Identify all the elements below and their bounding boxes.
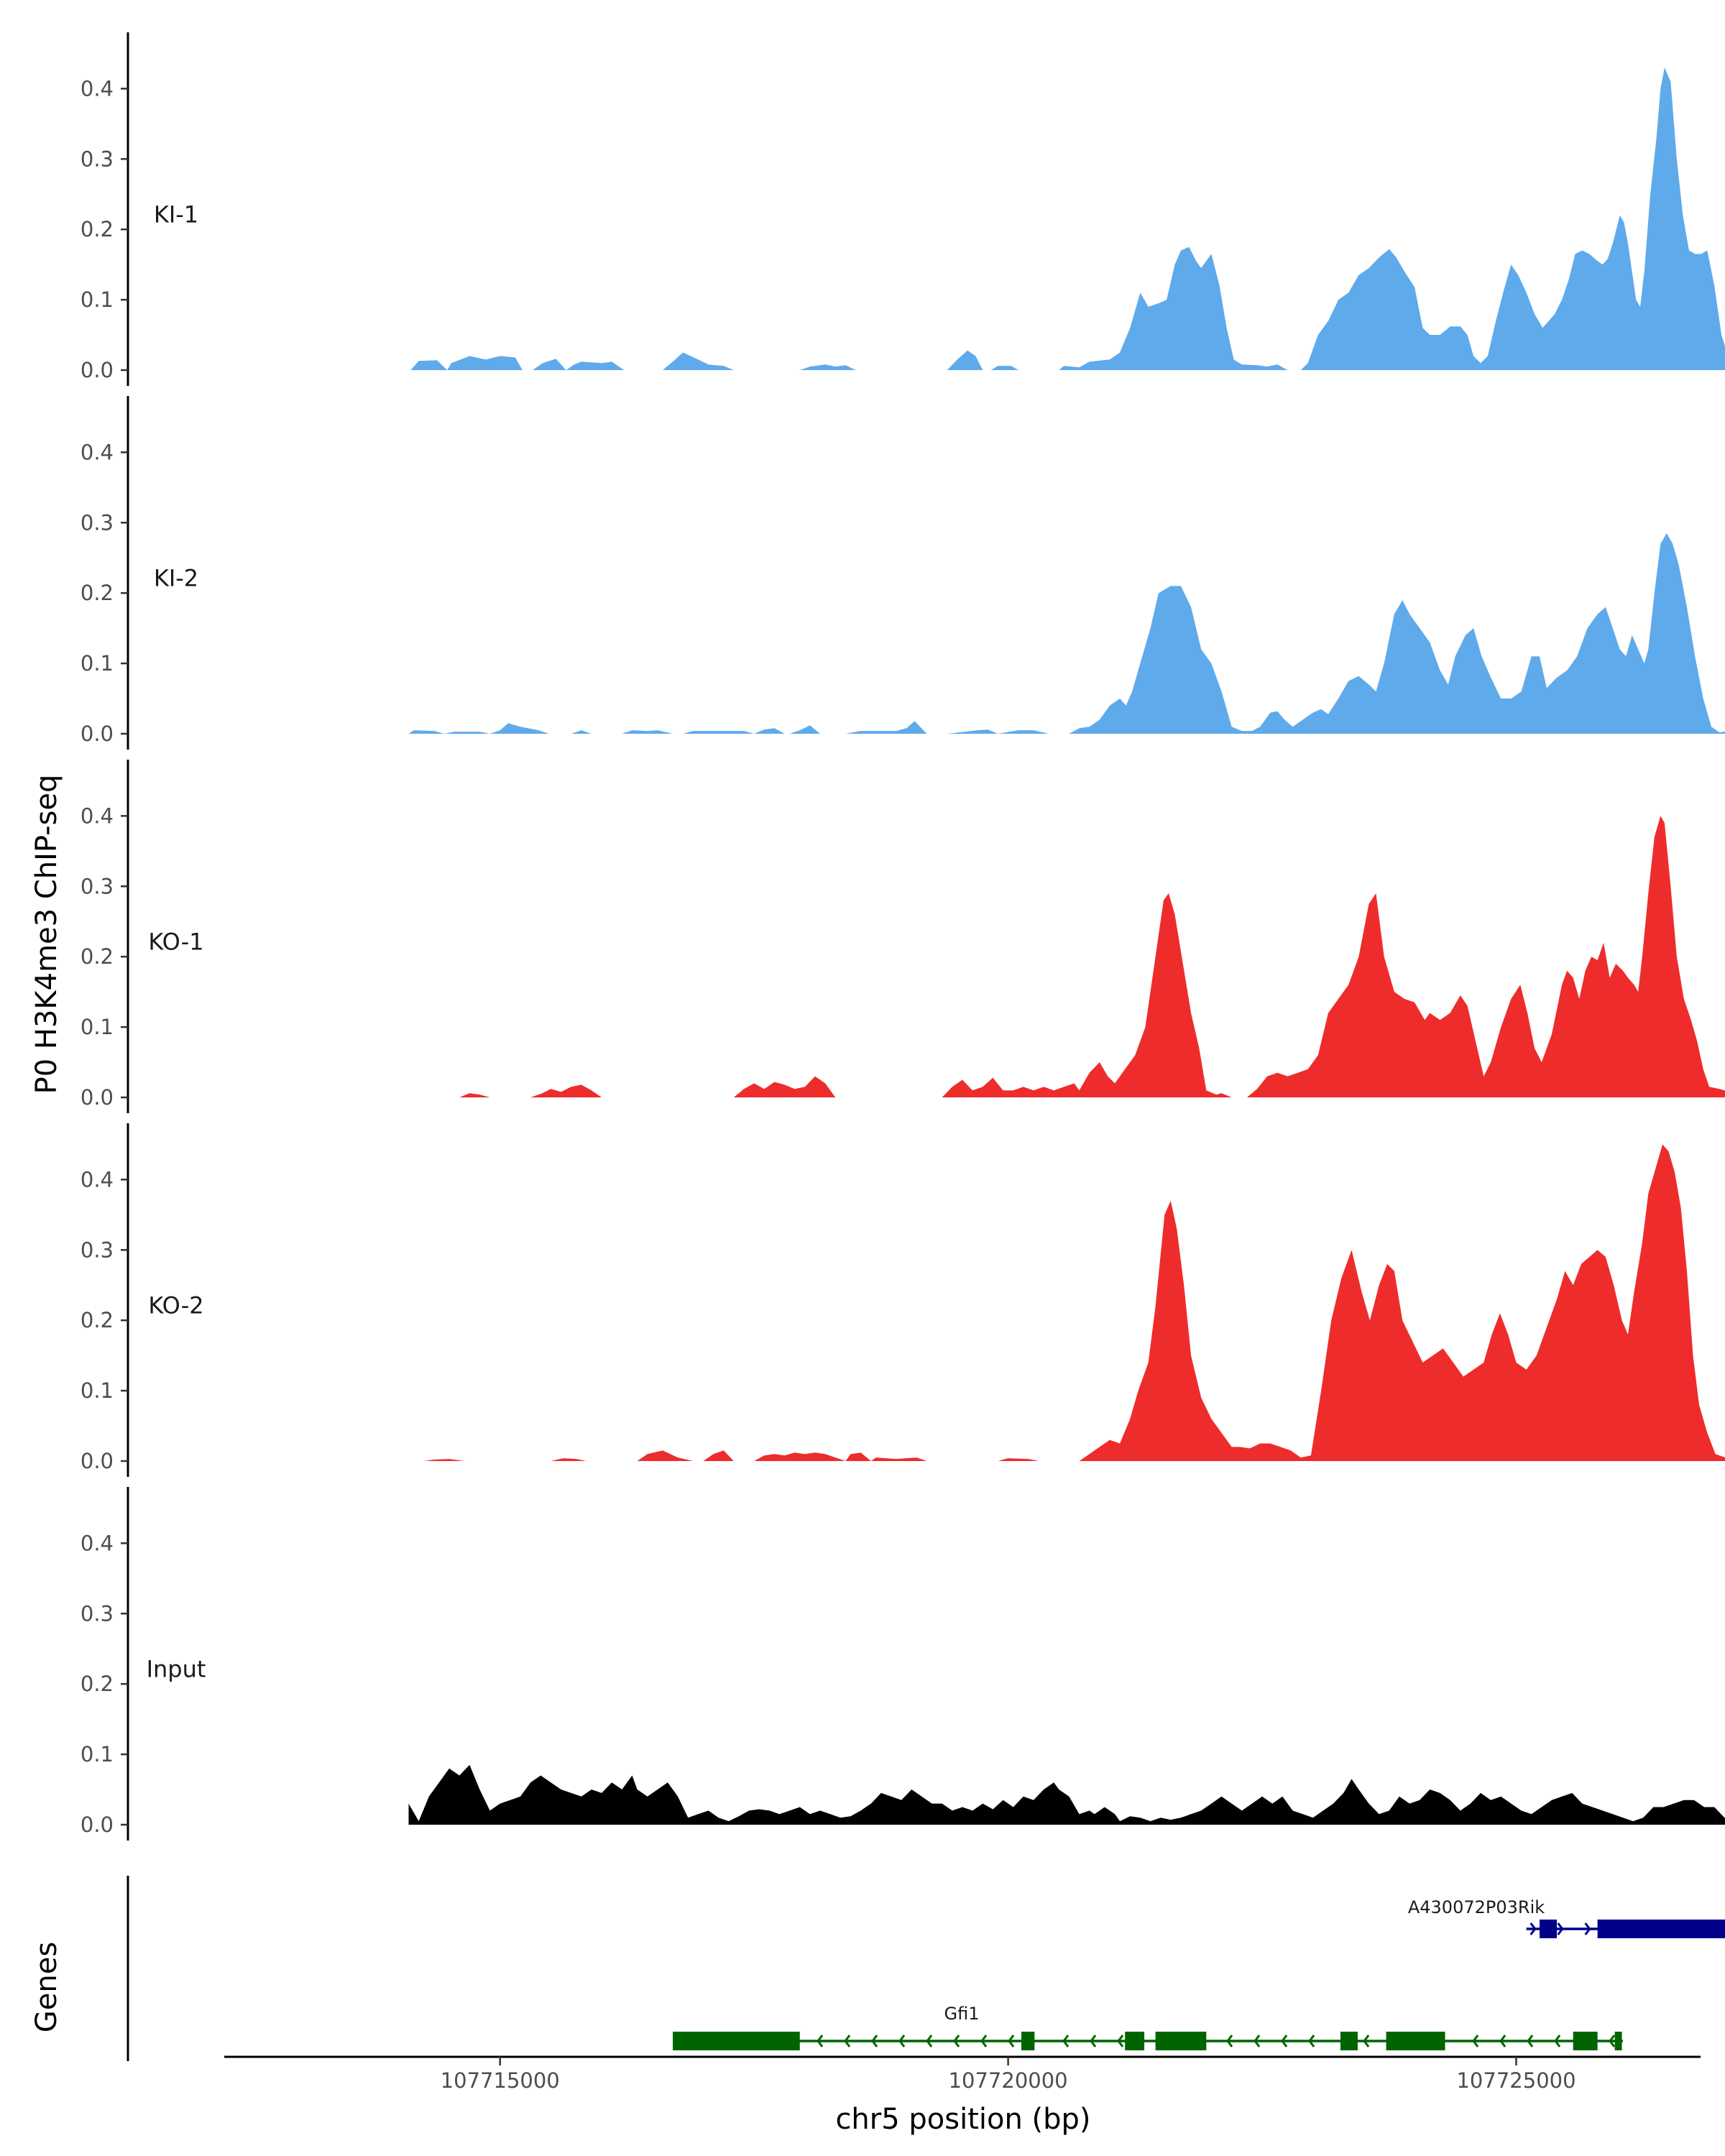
- gene-name-label: A430072P03Rik: [1408, 1897, 1545, 1917]
- strand-arrow: [1530, 1922, 1537, 1935]
- strand-arrow: [980, 2035, 988, 2047]
- y-axis-title: P0 H3K4me3 ChIP-seq: [30, 775, 63, 1095]
- gene-track-title: Genes: [30, 1942, 63, 2032]
- strand-arrow: [1254, 2035, 1261, 2047]
- track-panel-ko-2: 0.0 0.1 0.2 0.3 0.4 KO-2: [80, 1123, 1725, 1477]
- x-axis: 107715000 107720000 107725000: [224, 2055, 1701, 2093]
- track-panel-ki-1: 0.0 0.1 0.2 0.3 0.4 KI-1: [80, 32, 1725, 386]
- y-tick-label: 0.1: [80, 1015, 114, 1039]
- strand-arrow: [898, 2035, 906, 2047]
- y-tick-label: 0.2: [80, 944, 114, 969]
- coverage-area: [408, 533, 1725, 734]
- y-tick-label: 0.1: [80, 651, 114, 676]
- gene-name-label: Gfi1: [944, 2004, 980, 2024]
- strand-arrow: [1308, 2035, 1315, 2047]
- strand-arrow: [1554, 2035, 1561, 2047]
- exon: [1340, 2032, 1358, 2050]
- strand-arrow: [1117, 2035, 1124, 2047]
- exon: [1125, 2032, 1145, 2050]
- y-tick-label: 0.4: [80, 1167, 114, 1192]
- y-tick-label: 0.3: [80, 1601, 114, 1626]
- strand-arrow: [816, 2035, 824, 2047]
- exon: [1021, 2032, 1035, 2050]
- exon: [1573, 2032, 1598, 2050]
- strand-arrow: [1226, 2035, 1233, 2047]
- gene-track: A430072P03Rik Gfi1: [126, 1876, 1725, 2061]
- y-tick-label: 0.4: [80, 1531, 114, 1555]
- y-tick-label: 0.0: [80, 1449, 114, 1473]
- coverage-area: [423, 1144, 1725, 1461]
- track-label: KO-1: [148, 929, 203, 956]
- strand-arrow: [1609, 2035, 1616, 2047]
- track-label: KI-2: [154, 565, 198, 592]
- y-tick-label: 0.2: [80, 1672, 114, 1696]
- track-label: KO-2: [148, 1292, 203, 1319]
- strand-arrow: [1281, 2035, 1288, 2047]
- exon: [1597, 1920, 1725, 1938]
- coverage-area: [410, 68, 1725, 370]
- exon: [1155, 2032, 1207, 2050]
- strand-arrow: [953, 2035, 960, 2047]
- strand-arrow: [1472, 2035, 1479, 2047]
- exon: [1614, 2032, 1622, 2050]
- y-tick-label: 0.2: [80, 581, 114, 605]
- y-tick-label: 0.0: [80, 358, 114, 382]
- strand-arrow: [1363, 2035, 1370, 2047]
- strand-arrow: [1527, 2035, 1534, 2047]
- y-tick-label: 0.0: [80, 1085, 114, 1110]
- x-tick-label: 107725000: [1456, 2068, 1576, 2093]
- x-tick-label: 107715000: [441, 2068, 560, 2093]
- y-tick-label: 0.1: [80, 1742, 114, 1766]
- y-tick-label: 0.4: [80, 803, 114, 828]
- track-label: Input: [147, 1656, 206, 1683]
- track-panel-ki-2: 0.0 0.1 0.2 0.3 0.4 KI-2: [80, 396, 1725, 750]
- gene-a430072p03rik: A430072P03Rik: [1408, 1897, 1725, 1938]
- strand-arrow: [1090, 2035, 1097, 2047]
- y-tick-label: 0.4: [80, 440, 114, 464]
- strand-arrow: [1557, 1922, 1564, 1935]
- y-tick-label: 0.3: [80, 510, 114, 535]
- gene-gfi1: Gfi1: [673, 2004, 1623, 2050]
- y-tick-label: 0.3: [80, 147, 114, 171]
- track-label: KI-1: [154, 201, 198, 229]
- strand-arrow: [1062, 2035, 1070, 2047]
- strand-arrow: [871, 2035, 878, 2047]
- y-tick-label: 0.1: [80, 287, 114, 312]
- strand-arrow: [1008, 2035, 1015, 2047]
- y-tick-label: 0.2: [80, 1308, 114, 1332]
- y-tick-label: 0.2: [80, 217, 114, 241]
- strand-arrow: [1584, 1922, 1591, 1935]
- strand-arrow: [844, 2035, 851, 2047]
- exon: [1386, 2032, 1445, 2050]
- coverage-area: [459, 816, 1725, 1097]
- x-tick-label: 107720000: [949, 2068, 1068, 2093]
- coverage-tracks: 0.00.10.20.30.4KI-10.00.10.20.30.4KI-20.…: [80, 32, 1725, 1841]
- y-tick-label: 0.1: [80, 1378, 114, 1403]
- y-tick-label: 0.0: [80, 1812, 114, 1837]
- strand-arrow: [1499, 2035, 1506, 2047]
- y-tick-label: 0.0: [80, 722, 114, 746]
- y-tick-label: 0.3: [80, 1238, 114, 1262]
- exon: [673, 2032, 800, 2050]
- coverage-area: [408, 1764, 1725, 1825]
- exon: [1540, 1920, 1558, 1938]
- y-tick-label: 0.3: [80, 874, 114, 898]
- track-panel-ko-1: 0.0 0.1 0.2 0.3 0.4 KO-1: [80, 760, 1725, 1113]
- strand-arrow: [926, 2035, 933, 2047]
- y-tick-label: 0.4: [80, 76, 114, 101]
- track-panel-input: 0.0 0.1 0.2 0.3 0.4 Input: [80, 1487, 1725, 1841]
- x-axis-title: chr5 position (bp): [835, 2103, 1090, 2136]
